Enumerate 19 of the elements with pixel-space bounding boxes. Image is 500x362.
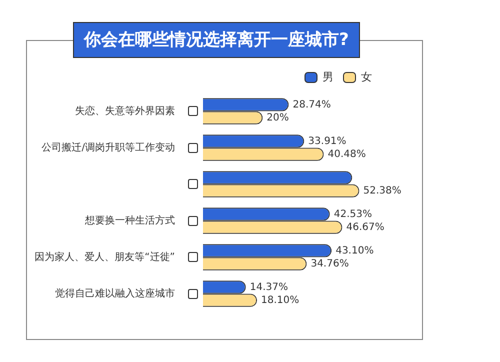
data-label: 34.76% [310,258,349,270]
y-tick-label: 想要换一种生活方式 [84,214,175,226]
data-label: 40.48% [328,148,366,160]
data-label: 42.53% [334,208,372,220]
data-label: 28.74% [292,99,331,110]
data-label: 18.10% [261,294,300,306]
data-label: 14.37% [250,282,288,293]
chart-title: 你会在哪些情况选择离开一座城市? [73,22,360,58]
data-label: 52.38% [363,185,402,196]
y-tick-label: 公司搬迁/调岗升职等工作变动 [42,141,175,154]
data-label: 33.91% [308,136,346,147]
y-tick-label: 觉得自己难以融入这座城市 [55,287,175,300]
data-label: 20% [266,112,289,124]
legend-label: 男 [322,70,334,84]
legend-label: 女 [361,70,372,84]
y-tick-label: 因为家人、爱人、朋友等“迁徙” [34,250,175,263]
data-label: 43.10% [336,245,374,256]
data-label: 46.67% [346,222,384,233]
y-tick-label: 失恋、失意等外界因素 [75,104,175,117]
